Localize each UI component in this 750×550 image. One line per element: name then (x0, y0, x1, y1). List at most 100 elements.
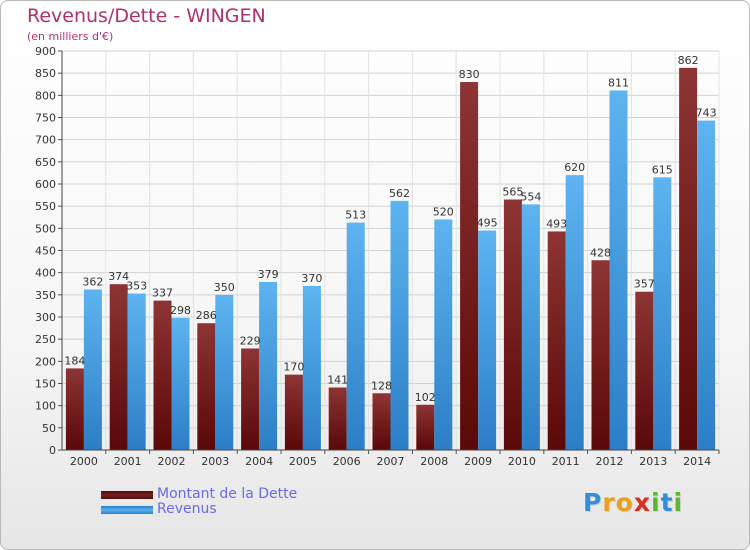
labels: 0 50 100 150 200 250 300 350 400 450 500 550 600 650 7… (35, 45, 717, 468)
value-label-dette-2006: 141 (327, 373, 348, 386)
x-tick-label-2000: 2000 (70, 455, 98, 468)
y-tick-label: 250 (35, 333, 56, 346)
bar-dette-2009 (460, 82, 479, 451)
x-tick-label-2001: 2001 (114, 455, 142, 468)
bar-revenus-2011 (565, 175, 584, 450)
logo-letter: t (660, 488, 674, 517)
y-tick-label: 100 (35, 400, 56, 413)
bar-revenus-2010 (521, 204, 540, 450)
bar-revenus-2013 (653, 177, 672, 450)
y-tick-label: 600 (35, 178, 56, 191)
value-label-revenus-2014: 743 (696, 107, 717, 120)
bar-dette-2007 (372, 393, 391, 450)
value-label-dette-2010: 565 (502, 186, 523, 199)
x-tick-label-2008: 2008 (420, 455, 448, 468)
legend-label-dette: Montant de la Dette (157, 486, 298, 502)
y-tick-label: 50 (42, 422, 56, 435)
y-tick-label: 800 (35, 89, 56, 102)
bar-dette-2011 (547, 231, 566, 450)
bar-revenus-2002 (171, 317, 190, 450)
logo-letter: x (633, 488, 651, 517)
bar-dette-2012 (591, 260, 610, 450)
value-label-revenus-2011: 620 (564, 161, 585, 174)
bar-revenus-2004 (259, 281, 278, 450)
x-tick-label-2012: 2012 (596, 455, 624, 468)
logo-letter: P (583, 488, 603, 517)
bar-dette-2001 (109, 284, 128, 450)
value-label-dette-2009: 830 (459, 68, 480, 81)
y-tick-label: 450 (35, 245, 56, 258)
value-label-revenus-2002: 298 (170, 304, 191, 317)
legend-label-revenus: Revenus (157, 501, 217, 517)
value-label-dette-2002: 337 (152, 287, 173, 300)
legend-swatch-revenus (101, 506, 153, 514)
value-label-dette-2001: 374 (108, 270, 129, 283)
x-tick-label-2005: 2005 (289, 455, 317, 468)
bar-revenus-2006 (346, 222, 365, 450)
value-label-dette-2011: 493 (546, 217, 567, 230)
logo-letter: i (673, 488, 684, 517)
value-label-revenus-2005: 370 (301, 272, 322, 285)
y-tick-label: 700 (35, 134, 56, 147)
value-label-revenus-2010: 554 (520, 190, 541, 203)
bar-dette-2006 (328, 387, 347, 450)
value-label-revenus-2009: 495 (477, 217, 498, 230)
value-label-revenus-2004: 379 (258, 268, 279, 281)
bar-revenus-2007 (390, 200, 409, 450)
chart-title: Revenus/Dette - WINGEN (27, 5, 266, 27)
bar-revenus-2001 (127, 293, 146, 450)
bar-dette-2014 (679, 67, 698, 450)
value-label-revenus-2007: 562 (389, 187, 410, 200)
value-label-revenus-2006: 513 (345, 209, 366, 222)
bar-dette-2000 (65, 368, 84, 450)
bar-revenus-2005 (302, 285, 321, 450)
bars (65, 67, 716, 451)
logo-letter: i (651, 488, 661, 517)
axes (58, 50, 720, 454)
y-tick-label: 550 (35, 200, 56, 213)
value-label-dette-2013: 357 (634, 278, 655, 291)
bar-dette-2003 (197, 323, 216, 450)
y-tick-label: 200 (35, 355, 56, 368)
bar-revenus-2003 (215, 294, 234, 450)
value-label-revenus-2000: 362 (82, 276, 103, 289)
x-tick-label-2002: 2002 (158, 455, 186, 468)
value-label-revenus-2013: 615 (652, 163, 673, 176)
x-tick-label-2004: 2004 (245, 455, 273, 468)
x-tick-label-2011: 2011 (552, 455, 580, 468)
bar-revenus-2000 (83, 289, 102, 450)
y-tick-label: 400 (35, 267, 56, 280)
value-label-dette-2003: 286 (196, 309, 217, 322)
y-tick-label: 0 (49, 444, 56, 457)
y-tick-label: 650 (35, 156, 56, 169)
value-label-dette-2008: 102 (415, 391, 436, 404)
logo-letter: o (615, 488, 634, 517)
value-label-revenus-2003: 350 (214, 281, 235, 294)
y-tick-label: 900 (35, 45, 56, 58)
value-label-dette-2004: 229 (240, 334, 261, 347)
bar-revenus-2009 (478, 230, 497, 450)
y-tick-label: 500 (35, 222, 56, 235)
bar-revenus-2012 (609, 90, 628, 450)
y-tick-label: 150 (35, 378, 56, 391)
value-label-revenus-2008: 520 (433, 205, 454, 218)
y-tick-label: 850 (35, 67, 56, 80)
y-tick-label: 350 (35, 289, 56, 302)
x-tick-label-2013: 2013 (639, 455, 667, 468)
x-tick-label-2007: 2007 (377, 455, 405, 468)
x-tick-label-2014: 2014 (683, 455, 711, 468)
value-label-dette-2000: 184 (64, 354, 85, 367)
proxiti-logo: Proxiti (583, 488, 683, 517)
bar-dette-2010 (503, 199, 522, 450)
value-label-dette-2014: 862 (678, 54, 699, 67)
value-label-revenus-2001: 353 (126, 280, 147, 293)
x-tick-label-2010: 2010 (508, 455, 536, 468)
value-label-revenus-2012: 811 (608, 76, 629, 89)
bar-revenus-2008 (434, 219, 453, 450)
bar-dette-2013 (635, 291, 654, 450)
bar-dette-2004 (241, 348, 260, 450)
bar-dette-2005 (284, 374, 303, 450)
value-label-dette-2012: 428 (590, 246, 611, 259)
